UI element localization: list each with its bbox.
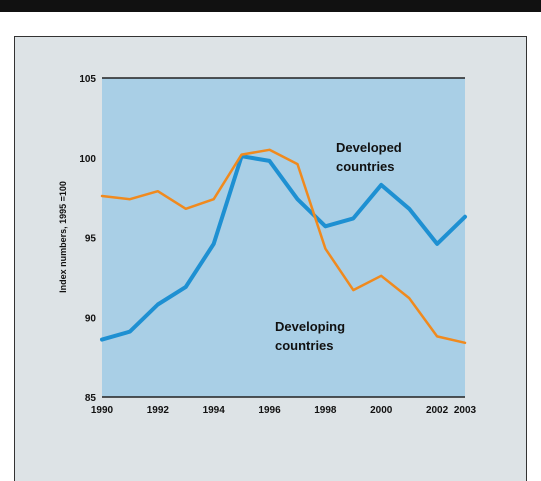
y-tick-label: 100 bbox=[79, 154, 96, 165]
series-line-developed bbox=[100, 154, 467, 342]
line-chart: 85 90 95 100 105 1990 1992 1994 1996 1998 2000 200… bbox=[58, 74, 477, 416]
x-tick-label: 1998 bbox=[314, 405, 337, 416]
x-tick-label: 1992 bbox=[147, 405, 170, 416]
x-tick-label: 2000 bbox=[370, 405, 393, 416]
x-tick-label: 1990 bbox=[91, 405, 114, 416]
x-tick-label: 2003 bbox=[454, 405, 477, 416]
y-tick-label: 105 bbox=[79, 74, 96, 85]
y-tick-label: 95 bbox=[85, 234, 97, 245]
annotation-developing-line1: Developing bbox=[275, 319, 345, 334]
x-tick-label: 1994 bbox=[203, 405, 226, 416]
plot-area bbox=[102, 78, 465, 397]
x-tick-label: 1996 bbox=[258, 405, 281, 416]
annotation-developed-line2: countries bbox=[336, 159, 395, 174]
y-tick-label: 90 bbox=[85, 313, 97, 324]
y-axis-label: Index numbers, 1995 =100 bbox=[58, 181, 68, 293]
annotation-developed-line1: Developed bbox=[336, 140, 402, 155]
series-line-developing bbox=[100, 148, 467, 345]
x-tick-label: 2002 bbox=[426, 405, 449, 416]
annotation-developing-line2: countries bbox=[275, 338, 334, 353]
y-tick-label: 85 bbox=[85, 393, 97, 404]
